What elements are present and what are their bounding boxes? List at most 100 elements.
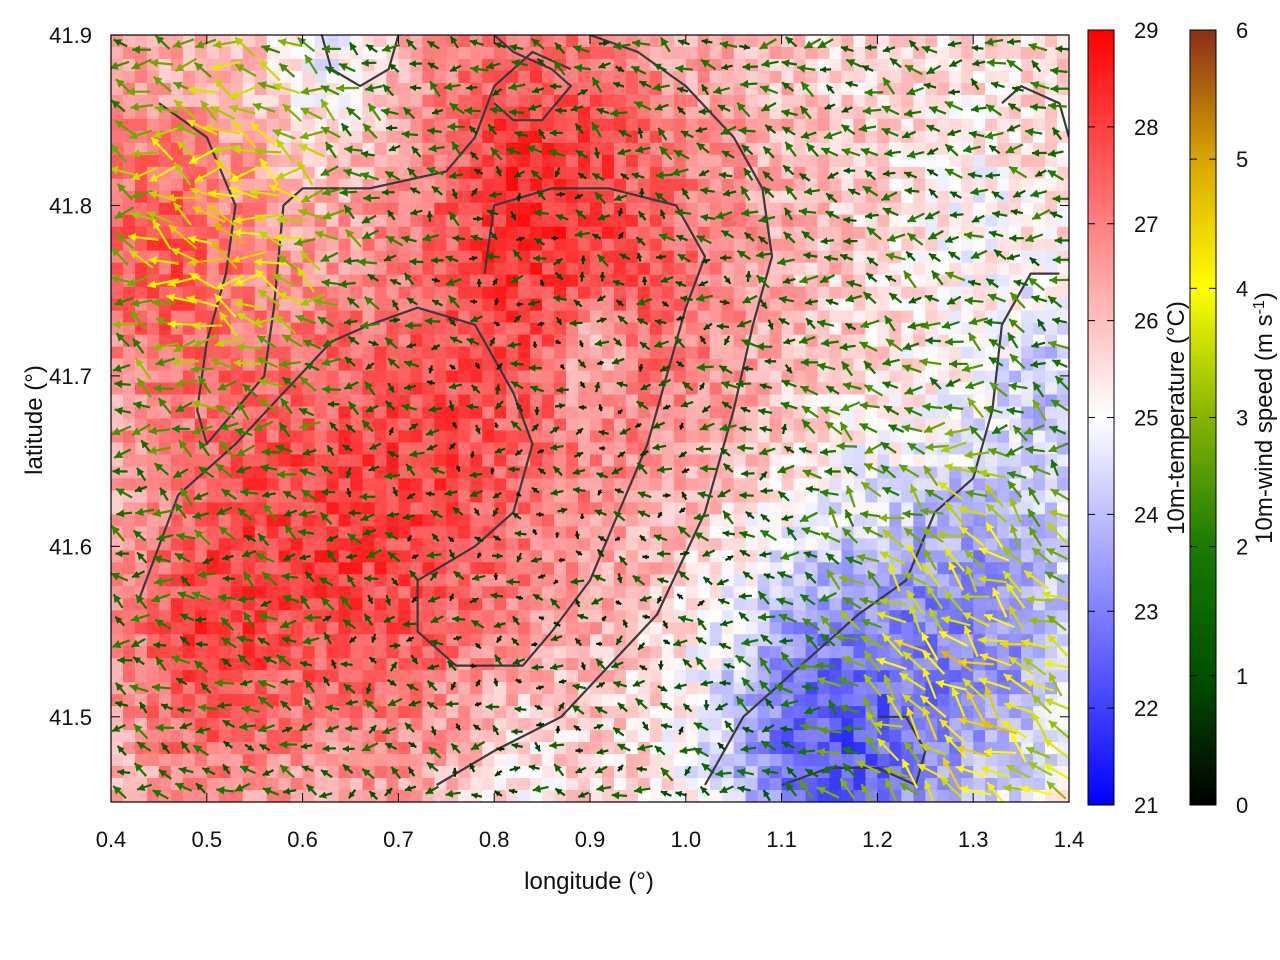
heatmap-cell xyxy=(218,430,232,444)
heatmap-cell xyxy=(554,730,567,743)
heatmap-cell xyxy=(757,754,771,767)
heatmap-cell xyxy=(230,694,244,707)
heatmap-cell xyxy=(925,310,938,324)
heatmap-cell xyxy=(410,154,423,168)
heatmap-cell xyxy=(757,46,771,60)
heatmap-cell xyxy=(530,694,543,707)
heatmap-cell xyxy=(985,298,998,312)
heatmap-cell xyxy=(386,346,399,360)
heatmap-cell xyxy=(685,370,699,384)
heatmap-cell xyxy=(685,634,699,647)
heatmap-cell xyxy=(985,598,998,611)
heatmap-cell xyxy=(733,58,747,72)
heatmap-cell xyxy=(374,214,388,228)
heatmap-cell xyxy=(925,622,938,635)
heatmap-cell xyxy=(362,35,376,48)
heatmap-cell xyxy=(458,346,471,360)
heatmap-cell xyxy=(182,454,196,468)
heatmap-cell xyxy=(422,322,435,336)
heatmap-cell xyxy=(817,250,831,264)
heatmap-cell xyxy=(685,646,699,659)
heatmap-cell xyxy=(326,370,340,384)
heatmap-cell xyxy=(913,106,926,120)
heatmap-cell xyxy=(170,454,184,468)
heatmap-cell xyxy=(745,406,759,420)
heatmap-cell xyxy=(122,262,136,276)
heatmap-cell xyxy=(482,430,495,444)
heatmap-cell xyxy=(290,646,304,659)
heatmap-cell xyxy=(793,262,807,276)
heatmap-cell xyxy=(637,214,651,228)
heatmap-cell xyxy=(458,706,471,719)
heatmap-cell xyxy=(434,766,447,779)
heatmap-cell xyxy=(757,94,771,108)
heatmap-cell xyxy=(625,706,639,719)
heatmap-cell xyxy=(673,646,687,659)
heatmap-cell xyxy=(578,598,591,611)
heatmap-cell xyxy=(530,274,543,288)
heatmap-cell xyxy=(458,70,471,84)
heatmap-cell xyxy=(458,166,471,180)
heatmap-cell xyxy=(482,778,495,791)
heatmap-cell xyxy=(625,94,639,108)
heatmap-cell xyxy=(434,670,447,683)
heatmap-cell xyxy=(482,274,495,288)
heatmap-cell xyxy=(625,346,639,360)
heatmap-cell xyxy=(590,478,603,491)
heatmap-cell xyxy=(745,35,759,48)
heatmap-cell xyxy=(122,94,136,108)
heatmap-cell xyxy=(709,46,723,60)
heatmap-cell xyxy=(122,550,136,563)
heatmap-cell xyxy=(913,406,926,420)
heatmap-cell xyxy=(314,418,328,432)
heatmap-cell xyxy=(518,118,531,132)
heatmap-cell xyxy=(590,94,603,108)
heatmap-cell xyxy=(661,538,675,551)
heatmap-cell xyxy=(170,130,184,144)
heatmap-cell xyxy=(134,406,148,420)
heatmap-cell xyxy=(1021,718,1034,731)
heatmap-cell xyxy=(1057,250,1069,264)
heatmap-cell xyxy=(721,106,735,120)
heatmap-cell xyxy=(661,238,675,252)
heatmap-cell xyxy=(566,622,579,635)
heatmap-cell xyxy=(841,94,855,108)
heatmap-cell xyxy=(482,190,495,204)
heatmap-cell xyxy=(601,226,615,240)
heatmap-cell xyxy=(398,250,411,264)
heatmap-cell xyxy=(242,322,256,336)
heatmap-cell xyxy=(338,430,352,444)
heatmap-cell xyxy=(625,262,639,276)
heatmap-cell xyxy=(901,190,914,204)
heatmap-cell xyxy=(985,262,998,276)
heatmap-cell xyxy=(374,658,388,671)
heatmap-cell xyxy=(398,574,411,587)
heatmap-cell xyxy=(566,430,579,444)
heatmap-cell xyxy=(913,298,926,312)
heatmap-cell xyxy=(338,634,352,647)
heatmap-cell xyxy=(781,730,795,743)
heatmap-cell xyxy=(757,502,771,515)
heatmap-cell xyxy=(925,202,938,216)
heatmap-cell xyxy=(793,574,807,587)
heatmap-cell xyxy=(122,382,136,396)
heatmap-cell xyxy=(793,94,807,108)
heatmap-cell xyxy=(122,706,136,719)
heatmap-cell xyxy=(889,214,902,228)
heatmap-cell xyxy=(877,418,890,432)
heatmap-cell xyxy=(350,346,364,360)
heatmap-cell xyxy=(374,370,388,384)
heatmap-cell xyxy=(817,514,831,527)
heatmap-cell xyxy=(1009,718,1022,731)
heatmap-cell xyxy=(554,478,567,491)
heatmap-cell xyxy=(530,562,543,575)
heatmap-cell xyxy=(578,670,591,683)
heatmap-cell xyxy=(410,118,423,132)
heatmap-cell xyxy=(997,706,1010,719)
heatmap-cell xyxy=(865,322,878,336)
heatmap-cell xyxy=(422,214,435,228)
heatmap-cell xyxy=(925,538,938,551)
heatmap-cell xyxy=(242,694,256,707)
heatmap-cell xyxy=(111,754,124,767)
heatmap-cell xyxy=(721,286,735,300)
